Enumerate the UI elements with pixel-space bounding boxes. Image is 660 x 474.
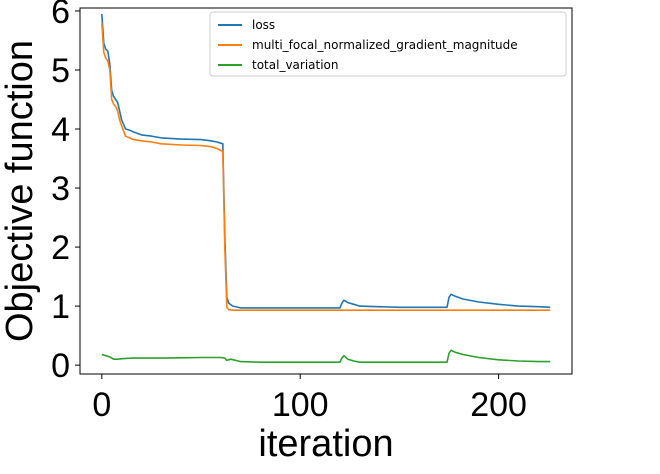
legend: loss multi_focal_normalized_gradient_magn… [209,11,567,77]
legend-label: total_variation [252,58,339,72]
y-tick-label: 1 [51,288,70,326]
x-tick-label: 200 [470,386,527,424]
y-tick-label: 0 [51,347,70,385]
x-tick-label: 100 [272,386,329,424]
series-line-multi_focal_normalized_gradient_magnitude [101,22,551,312]
x-tick-label: 0 [92,386,111,424]
series-line-loss [101,13,551,309]
x-axis-label: iteration [258,423,393,465]
legend-label: loss [252,18,275,32]
ticks: 0 100 200 0 1 2 3 4 5 6 [51,0,527,424]
y-tick-label: 4 [51,111,70,149]
plot-area [101,13,551,364]
y-tick-label: 6 [51,0,70,31]
legend-label: multi_focal_normalized_gradient_magnitud… [252,38,518,52]
y-axis-label: Objective function [0,40,41,342]
axes-frame [79,7,573,375]
axes [79,7,573,375]
y-tick-label: 3 [51,170,70,208]
y-tick-label: 2 [51,229,70,267]
y-tick-label: 5 [51,52,70,90]
series-line-total_variation [101,349,551,364]
legend-box [209,11,567,77]
